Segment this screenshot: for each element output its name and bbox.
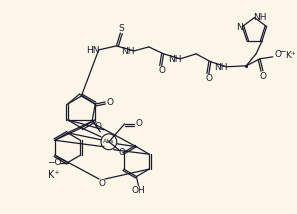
Text: NH: NH (214, 63, 228, 72)
Text: O: O (107, 98, 113, 107)
Text: HN: HN (86, 46, 99, 55)
Text: O: O (136, 119, 143, 128)
Text: O: O (205, 74, 212, 83)
Text: NH: NH (121, 47, 135, 56)
Text: N: N (236, 23, 243, 32)
Text: O: O (95, 122, 102, 131)
Text: O: O (99, 178, 105, 187)
Text: −: − (279, 47, 286, 56)
Text: S: S (119, 24, 124, 33)
Text: O: O (274, 50, 281, 59)
Text: Abs: Abs (103, 139, 115, 144)
Text: K⁺: K⁺ (285, 51, 296, 60)
Text: O: O (119, 148, 125, 157)
Text: K⁺: K⁺ (48, 169, 60, 180)
Text: O: O (260, 72, 266, 81)
Text: NH: NH (168, 55, 181, 64)
Text: O: O (158, 66, 165, 75)
Text: NH: NH (254, 13, 267, 22)
Text: OH: OH (132, 186, 145, 195)
Text: −O: −O (47, 158, 61, 167)
